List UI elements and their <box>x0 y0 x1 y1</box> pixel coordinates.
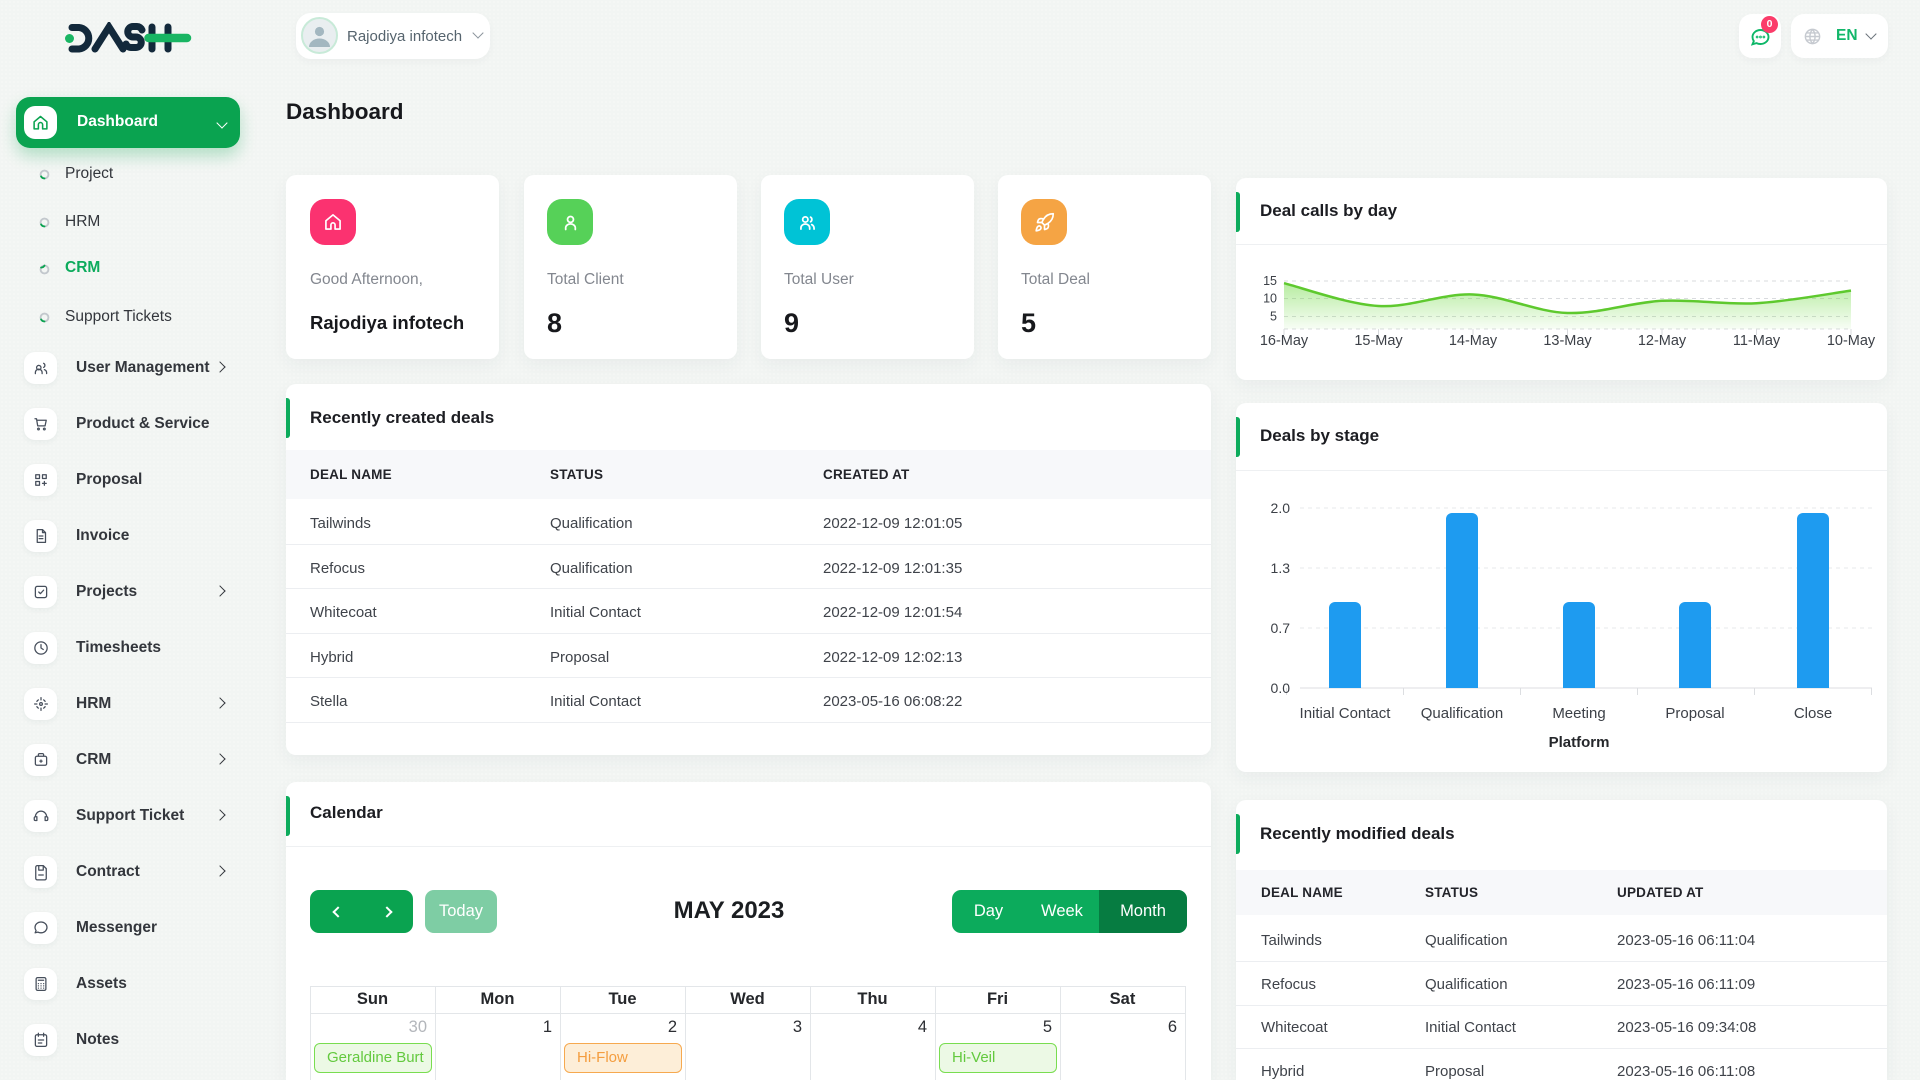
svg-text:0.0: 0.0 <box>1271 680 1291 696</box>
svg-text:5: 5 <box>1270 310 1277 324</box>
svg-text:14-May: 14-May <box>1449 333 1498 349</box>
svg-text:Platform: Platform <box>1549 734 1610 751</box>
svg-text:12-May: 12-May <box>1638 333 1687 349</box>
svg-text:2.0: 2.0 <box>1271 500 1291 516</box>
svg-text:Proposal: Proposal <box>1665 705 1724 722</box>
svg-text:16-May: 16-May <box>1260 333 1309 349</box>
svg-text:Qualification: Qualification <box>1421 705 1504 722</box>
svg-text:13-May: 13-May <box>1543 333 1592 349</box>
svg-text:Meeting: Meeting <box>1552 705 1605 722</box>
svg-text:1.3: 1.3 <box>1271 560 1291 576</box>
svg-text:Close: Close <box>1794 705 1832 722</box>
svg-text:15-May: 15-May <box>1354 333 1403 349</box>
svg-text:11-May: 11-May <box>1733 333 1781 349</box>
svg-text:Initial Contact: Initial Contact <box>1300 705 1392 722</box>
svg-text:0.7: 0.7 <box>1271 620 1291 636</box>
svg-text:10-May: 10-May <box>1827 333 1876 349</box>
svg-text:15: 15 <box>1263 274 1277 288</box>
svg-text:10: 10 <box>1263 292 1277 306</box>
